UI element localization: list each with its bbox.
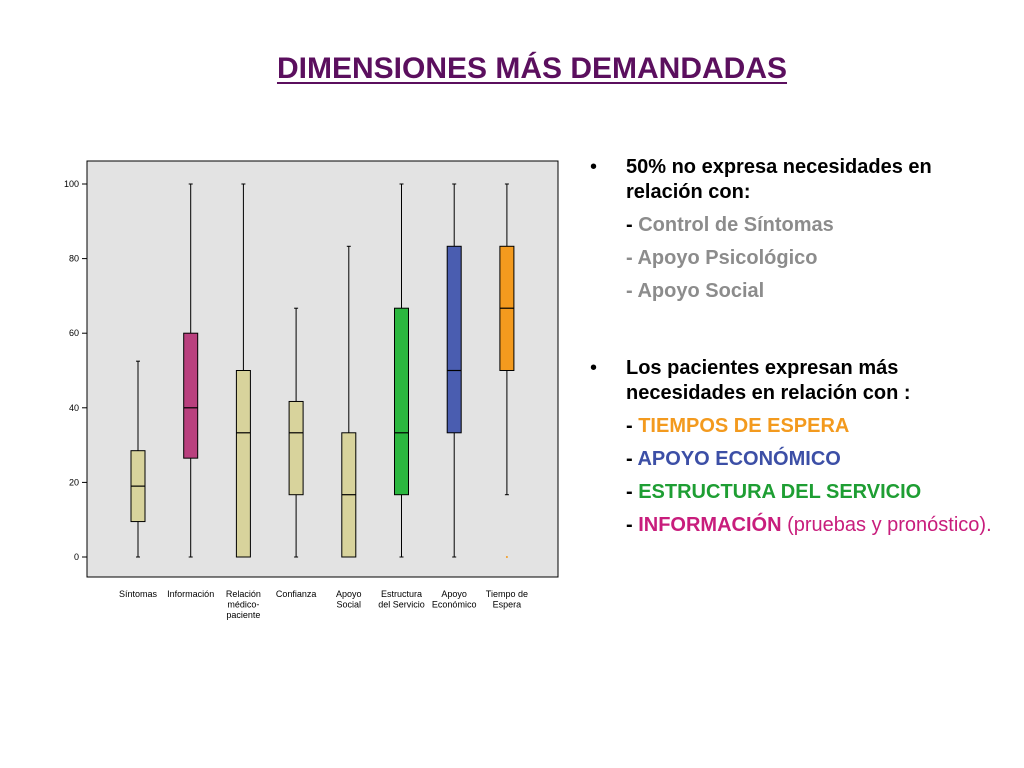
sub-item-apoyo-social: - Apoyo Social	[626, 280, 765, 302]
sub-item-apoyo-psicologico: - Apoyo Psicológico	[626, 247, 818, 269]
plot-area	[86, 160, 559, 578]
sub-item-estructura-servicio: - ESTRUCTURA DEL SERVICIO	[626, 481, 922, 503]
x-axis-labels: Síntomas Información Relación médico-pacien…	[119, 589, 528, 620]
y-tick-label: 20	[69, 477, 79, 487]
bullet-more-needs: • Los pacientes expresan más necesidades…	[590, 356, 1000, 406]
sub-item-informacion: - INFORMACIÓN (pruebas y pronóstico).	[626, 514, 992, 536]
box-4	[341, 245, 357, 558]
x-tick-label: Síntomas	[119, 589, 158, 599]
box-6	[446, 183, 462, 558]
y-tick-label: 80	[69, 254, 79, 264]
bullet-list: • 50% no expresa necesidades en relación…	[590, 155, 1000, 538]
iqr-box	[394, 307, 409, 496]
box-3	[288, 307, 304, 558]
box-1	[183, 183, 199, 558]
x-tick-label: Apoyo Económico	[432, 589, 477, 610]
boxes	[130, 183, 515, 558]
x-tick-label: Relación médico-paciente	[226, 589, 261, 620]
box-0	[130, 360, 146, 558]
y-tick-label: 60	[69, 328, 79, 338]
box-2	[235, 183, 251, 558]
box-5	[394, 183, 409, 558]
iqr-box	[288, 400, 304, 496]
y-tick-label: 100	[64, 179, 79, 189]
x-tick-label: Información	[167, 589, 214, 599]
y-axis: 0 20 40 60 80 100	[64, 179, 87, 562]
bullet-dot: •	[590, 357, 598, 379]
bullet-dot: •	[590, 156, 598, 178]
bullet-text: Los pacientes expresan más necesidades e…	[626, 357, 911, 404]
slide-title: DIMENSIONES MÁS DEMANDADAS	[276, 52, 788, 85]
x-tick-label: Tiempo de Espera	[486, 589, 528, 610]
iqr-box	[446, 245, 462, 434]
sub-item-tiempos-espera: - TIEMPOS DE ESPERA	[626, 415, 850, 437]
bullet-no-needs: • 50% no expresa necesidades en relación…	[590, 155, 1000, 205]
sub-item-apoyo-economico: - APOYO ECONÓMICO	[626, 448, 841, 470]
boxplot-chart: 0 20 40 60 80 100 Síntomas Información Relación…	[64, 160, 559, 620]
y-tick-label: 0	[74, 552, 79, 562]
sub-item-control-sintomas: - Control de Síntomas	[626, 214, 834, 236]
box-7	[499, 183, 515, 558]
iqr-box	[235, 370, 251, 558]
y-tick-label: 40	[69, 403, 79, 413]
outlier-point	[505, 556, 508, 558]
x-tick-label: Apoyo Social	[336, 589, 362, 610]
bullet-text: 50% no expresa necesidades en relación c…	[626, 156, 932, 203]
x-tick-label: Estructura del Servicio	[378, 589, 425, 610]
x-tick-label: Confianza	[276, 589, 317, 599]
iqr-box	[183, 332, 199, 459]
